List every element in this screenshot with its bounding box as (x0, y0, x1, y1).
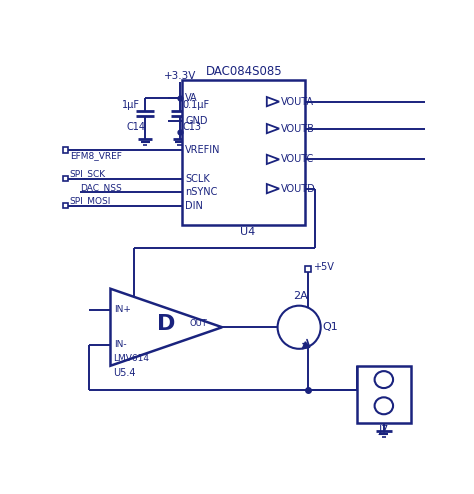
Text: D: D (157, 314, 175, 334)
Bar (182, 80, 305, 225)
Text: VA: VA (185, 93, 198, 103)
Text: 2A: 2A (293, 291, 308, 301)
Ellipse shape (374, 397, 393, 414)
Text: U4: U4 (240, 227, 255, 237)
Text: IN+: IN+ (114, 305, 131, 314)
Text: DAC084S085: DAC084S085 (205, 65, 282, 78)
Text: SCLK: SCLK (185, 173, 210, 184)
Text: GND: GND (185, 116, 208, 126)
Text: VOUTD: VOUTD (281, 184, 315, 194)
Bar (63, 203, 68, 208)
Text: VOUTA: VOUTA (281, 97, 314, 107)
Text: VOUTC: VOUTC (281, 155, 314, 165)
Text: C13: C13 (182, 122, 201, 132)
Text: LMV614: LMV614 (114, 354, 150, 363)
Text: EFM8_VREF: EFM8_VREF (70, 151, 121, 160)
Text: +5V: +5V (313, 262, 334, 272)
Text: U5.4: U5.4 (114, 369, 136, 378)
Text: J7: J7 (379, 425, 389, 435)
Polygon shape (267, 184, 279, 193)
Polygon shape (267, 155, 279, 164)
Bar (63, 176, 68, 181)
Text: OUT: OUT (190, 319, 208, 328)
Text: 1μF: 1μF (122, 100, 140, 111)
Text: IN-: IN- (114, 340, 127, 349)
Text: DIN: DIN (185, 201, 203, 210)
Text: VREFIN: VREFIN (185, 145, 221, 155)
Circle shape (278, 306, 321, 349)
Bar (357, 366, 411, 423)
Text: SPI_SCK: SPI_SCK (70, 169, 106, 178)
Bar (305, 266, 311, 272)
Text: 0.1μF: 0.1μF (182, 100, 209, 111)
Polygon shape (267, 124, 279, 133)
Text: DAC_NSS: DAC_NSS (81, 183, 122, 192)
Polygon shape (110, 288, 222, 366)
Bar (63, 147, 68, 153)
Text: Q1: Q1 (322, 322, 338, 332)
Text: nSYNC: nSYNC (185, 187, 218, 197)
Text: VOUTB: VOUTB (281, 124, 315, 133)
Ellipse shape (374, 371, 393, 388)
Text: SPI_MOSI: SPI_MOSI (70, 197, 111, 206)
Text: +3.3V: +3.3V (164, 71, 196, 81)
Polygon shape (302, 342, 310, 349)
Text: C14: C14 (127, 122, 146, 132)
Polygon shape (267, 97, 279, 106)
